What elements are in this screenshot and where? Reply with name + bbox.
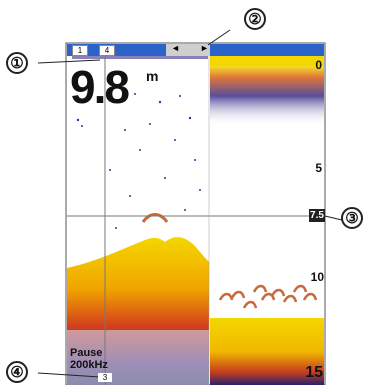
callout-leader-3 [324, 215, 343, 221]
callout-4: ④ [6, 361, 28, 383]
scatter-returns [76, 93, 201, 229]
depth-scale-5: 5 [315, 161, 322, 175]
cursor-time-marker: 3 [98, 373, 112, 382]
depth-scale-15: 15 [305, 364, 323, 381]
zoom-left-arrow-icon[interactable]: ◄ [171, 43, 180, 53]
depth-scale-10: 10 [310, 270, 324, 284]
callout-3: ③ [341, 207, 363, 229]
zoom-right-arrow-icon[interactable]: ► [200, 43, 209, 53]
depth-readout: 9.8 [70, 61, 130, 113]
surface-clutter [210, 56, 324, 66]
cursor-depth-label: 7.5 [309, 209, 325, 222]
callout-leader-2 [207, 29, 231, 46]
fish-arches [218, 284, 318, 309]
callout-leader-1 [37, 59, 101, 64]
frequency-status: 200kHz [70, 359, 108, 371]
zoom-bar[interactable] [67, 44, 324, 56]
pause-status: Pause [70, 347, 103, 359]
depth-unit: m [146, 68, 159, 84]
bottom-return-right [210, 318, 324, 385]
history-marker-start: 1 [72, 45, 88, 56]
callout-leader-4 [37, 372, 101, 378]
callout-1: ① [6, 52, 28, 74]
zoom-window[interactable] [166, 44, 210, 56]
fish-arch [141, 213, 169, 223]
history-marker-end: 4 [99, 45, 115, 56]
callout-2: ② [244, 8, 266, 30]
depth-scale-0: 0 [315, 58, 322, 72]
